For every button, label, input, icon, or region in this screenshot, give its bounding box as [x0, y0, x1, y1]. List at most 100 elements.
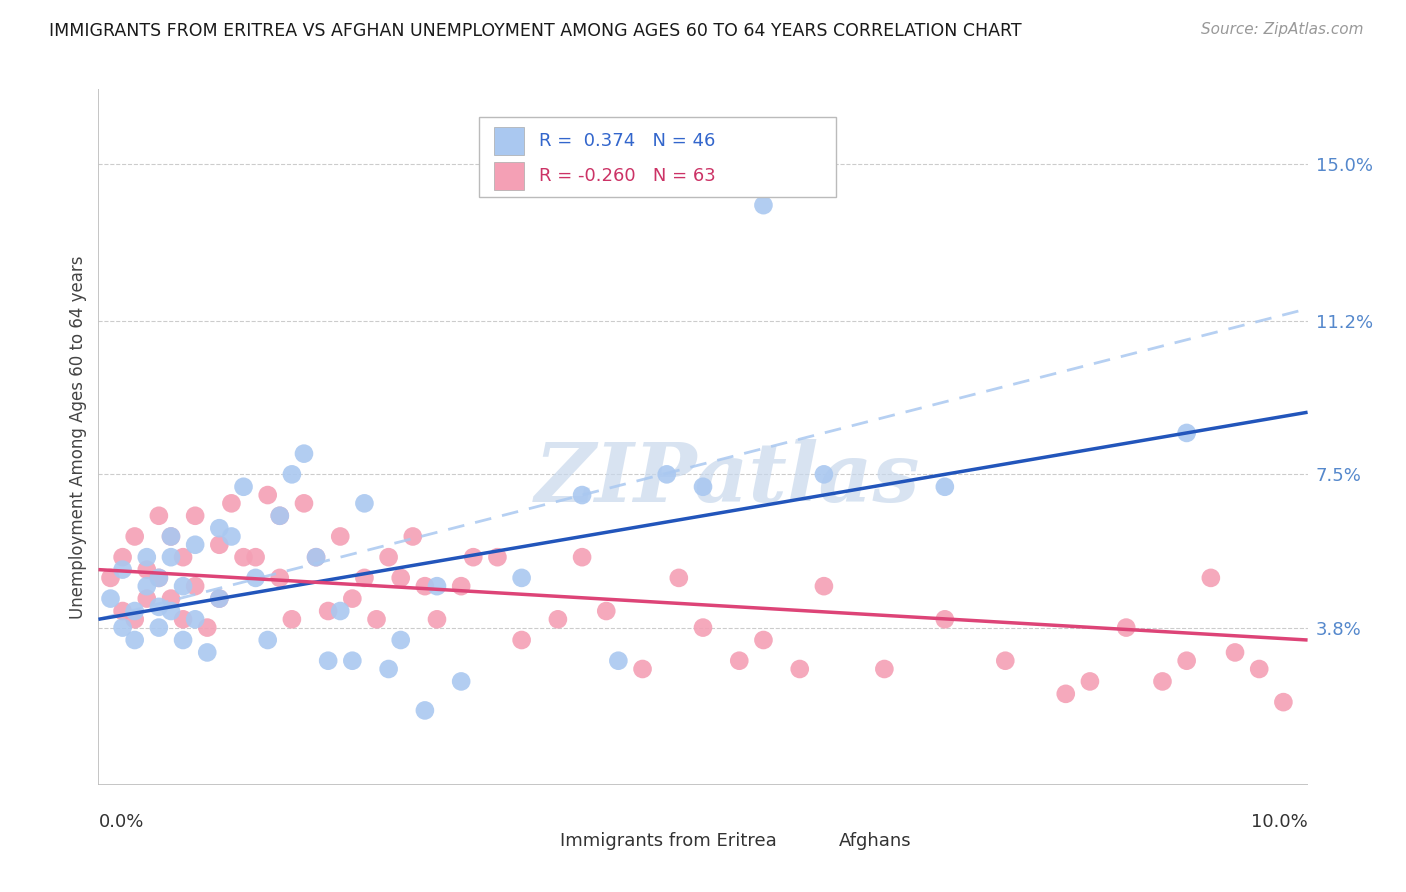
Text: IMMIGRANTS FROM ERITREA VS AFGHAN UNEMPLOYMENT AMONG AGES 60 TO 64 YEARS CORRELA: IMMIGRANTS FROM ERITREA VS AFGHAN UNEMPL…	[49, 22, 1022, 40]
Point	[305, 550, 328, 565]
Point	[135, 550, 157, 565]
Point	[184, 579, 207, 593]
Point	[571, 550, 593, 565]
Point	[269, 508, 291, 523]
Point	[571, 488, 593, 502]
Point	[450, 579, 472, 593]
Point	[124, 604, 146, 618]
Point	[195, 645, 218, 659]
Point	[413, 579, 436, 593]
Point	[184, 508, 207, 523]
FancyBboxPatch shape	[479, 117, 837, 197]
Point	[135, 591, 157, 606]
Point	[269, 508, 291, 523]
Point	[1054, 687, 1077, 701]
Point	[160, 591, 183, 606]
Text: 0.0%: 0.0%	[98, 813, 143, 830]
Point	[1175, 425, 1198, 440]
Point	[329, 604, 352, 618]
Point	[402, 529, 425, 543]
Point	[668, 571, 690, 585]
Point	[292, 447, 315, 461]
Point	[160, 550, 183, 565]
Point	[208, 591, 231, 606]
Point	[366, 612, 388, 626]
Point	[221, 529, 243, 543]
Point	[1152, 674, 1174, 689]
Point	[353, 571, 375, 585]
Point	[256, 633, 278, 648]
Point	[1223, 645, 1246, 659]
Point	[463, 550, 485, 565]
Point	[148, 508, 170, 523]
Point	[281, 467, 304, 482]
Point	[245, 571, 267, 585]
Point	[813, 467, 835, 482]
Point	[728, 654, 751, 668]
Point	[316, 654, 339, 668]
Point	[692, 621, 714, 635]
Point	[135, 563, 157, 577]
Point	[305, 550, 328, 565]
Point	[1249, 662, 1271, 676]
Point	[1175, 654, 1198, 668]
Point	[631, 662, 654, 676]
Point	[172, 579, 194, 593]
Point	[692, 480, 714, 494]
Point	[172, 612, 194, 626]
Point	[353, 496, 375, 510]
Point	[184, 538, 207, 552]
Point	[377, 662, 399, 676]
FancyBboxPatch shape	[800, 830, 834, 851]
Point	[135, 579, 157, 593]
Point	[655, 467, 678, 482]
Point	[813, 579, 835, 593]
Point	[208, 521, 231, 535]
Point	[934, 480, 956, 494]
Text: Source: ZipAtlas.com: Source: ZipAtlas.com	[1201, 22, 1364, 37]
Point	[221, 496, 243, 510]
Point	[208, 591, 231, 606]
Point	[389, 571, 412, 585]
Point	[1199, 571, 1222, 585]
Point	[1115, 621, 1137, 635]
Point	[160, 529, 183, 543]
Text: R = -0.260   N = 63: R = -0.260 N = 63	[538, 167, 716, 186]
Point	[124, 612, 146, 626]
Point	[510, 571, 533, 585]
Point	[111, 550, 134, 565]
FancyBboxPatch shape	[494, 162, 524, 190]
Point	[232, 480, 254, 494]
Point	[208, 538, 231, 552]
Point	[994, 654, 1017, 668]
Text: Immigrants from Eritrea: Immigrants from Eritrea	[561, 831, 778, 849]
Point	[148, 571, 170, 585]
Point	[329, 529, 352, 543]
Point	[160, 604, 183, 618]
Point	[426, 579, 449, 593]
Point	[389, 633, 412, 648]
Point	[184, 612, 207, 626]
Text: Afghans: Afghans	[838, 831, 911, 849]
Point	[172, 633, 194, 648]
Point	[124, 529, 146, 543]
Point	[100, 591, 122, 606]
Point	[607, 654, 630, 668]
Point	[148, 621, 170, 635]
Point	[789, 662, 811, 676]
Text: 10.0%: 10.0%	[1251, 813, 1308, 830]
Point	[547, 612, 569, 626]
Point	[1272, 695, 1295, 709]
Point	[1078, 674, 1101, 689]
Point	[269, 571, 291, 585]
Point	[148, 571, 170, 585]
Point	[281, 612, 304, 626]
Point	[292, 496, 315, 510]
FancyBboxPatch shape	[522, 830, 555, 851]
Point	[595, 604, 617, 618]
Point	[342, 591, 364, 606]
Point	[100, 571, 122, 585]
Point	[873, 662, 896, 676]
Point	[256, 488, 278, 502]
Point	[111, 604, 134, 618]
